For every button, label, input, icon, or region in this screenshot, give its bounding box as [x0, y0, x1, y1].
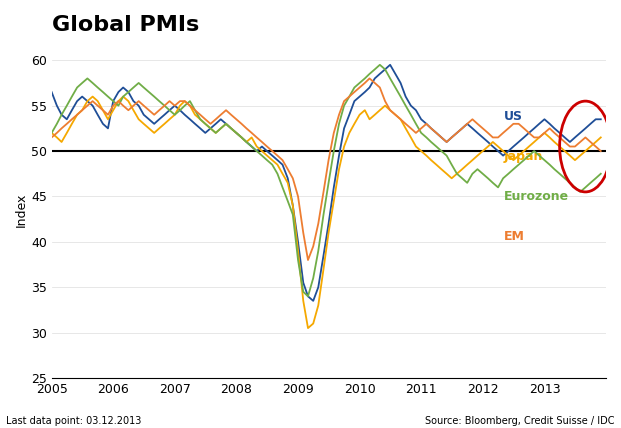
- Text: Last data point: 03.12.2013: Last data point: 03.12.2013: [6, 416, 142, 426]
- Text: Source: Bloomberg, Credit Suisse / IDC: Source: Bloomberg, Credit Suisse / IDC: [425, 416, 615, 426]
- Text: EM: EM: [504, 230, 524, 244]
- Y-axis label: Index: Index: [15, 193, 28, 227]
- Text: Japan: Japan: [504, 150, 543, 163]
- Text: US: US: [504, 110, 522, 122]
- Text: Eurozone: Eurozone: [504, 190, 569, 203]
- Text: Global PMIs: Global PMIs: [52, 15, 199, 35]
